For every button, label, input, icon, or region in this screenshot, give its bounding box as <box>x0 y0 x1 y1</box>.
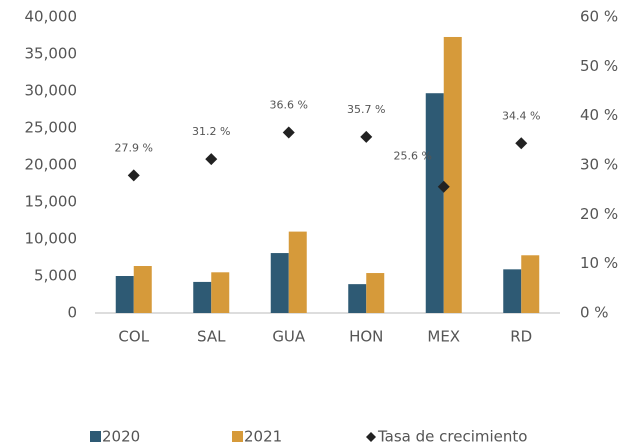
legend-label: 2021 <box>244 428 282 445</box>
bar <box>443 36 462 313</box>
data-label: 31.2 % <box>192 125 230 138</box>
x-tick-label: HON <box>349 328 383 346</box>
bar <box>133 266 152 313</box>
y2-tick-label: 40 % <box>580 106 618 124</box>
legend-marker <box>366 432 376 442</box>
y-tick-label: 0 <box>67 304 77 322</box>
data-label: 25.6 % <box>394 150 432 163</box>
bar <box>425 93 444 313</box>
y-tick-label: 10,000 <box>25 230 78 248</box>
y2-tick-label: 60 % <box>580 8 618 26</box>
data-label: 34.4 % <box>502 109 540 122</box>
y2-tick-label: 50 % <box>580 57 618 75</box>
data-label: 36.6 % <box>270 98 308 111</box>
bar <box>211 272 230 313</box>
y-tick-label: 15,000 <box>25 193 78 211</box>
y-tick-label: 20,000 <box>25 156 78 174</box>
y2-tick-label: 30 % <box>580 156 618 174</box>
x-tick-label: GUA <box>272 328 306 346</box>
bar <box>288 231 307 313</box>
marker <box>282 126 295 139</box>
bar <box>503 269 522 313</box>
y2-tick-label: 0 % <box>580 304 609 322</box>
x-tick-label: COL <box>118 328 149 346</box>
y-tick-label: 40,000 <box>25 8 78 26</box>
bar <box>348 284 367 313</box>
y-tick-label: 35,000 <box>25 45 78 63</box>
legend-label: Tasa de crecimiento <box>377 428 527 445</box>
marker <box>205 153 218 166</box>
legend-swatch <box>232 431 243 442</box>
x-tick-label: MEX <box>427 328 460 346</box>
marker <box>515 137 528 150</box>
y-tick-label: 5,000 <box>34 267 77 285</box>
y2-tick-label: 20 % <box>580 205 618 223</box>
bar <box>115 276 134 313</box>
y-tick-label: 25,000 <box>25 119 78 137</box>
data-label: 27.9 % <box>115 141 153 154</box>
marker <box>127 169 140 182</box>
legend-swatch <box>90 431 101 442</box>
bar <box>521 255 540 313</box>
x-tick-label: RD <box>510 328 532 346</box>
y-tick-label: 30,000 <box>25 82 78 100</box>
x-tick-label: SAL <box>197 328 226 346</box>
bar <box>193 281 212 313</box>
y2-tick-label: 10 % <box>580 254 618 272</box>
legend-label: 2020 <box>102 428 140 445</box>
bar <box>270 253 289 313</box>
bar <box>366 273 385 313</box>
marker <box>360 130 373 143</box>
data-label: 35.7 % <box>347 103 385 116</box>
marker <box>437 180 450 193</box>
